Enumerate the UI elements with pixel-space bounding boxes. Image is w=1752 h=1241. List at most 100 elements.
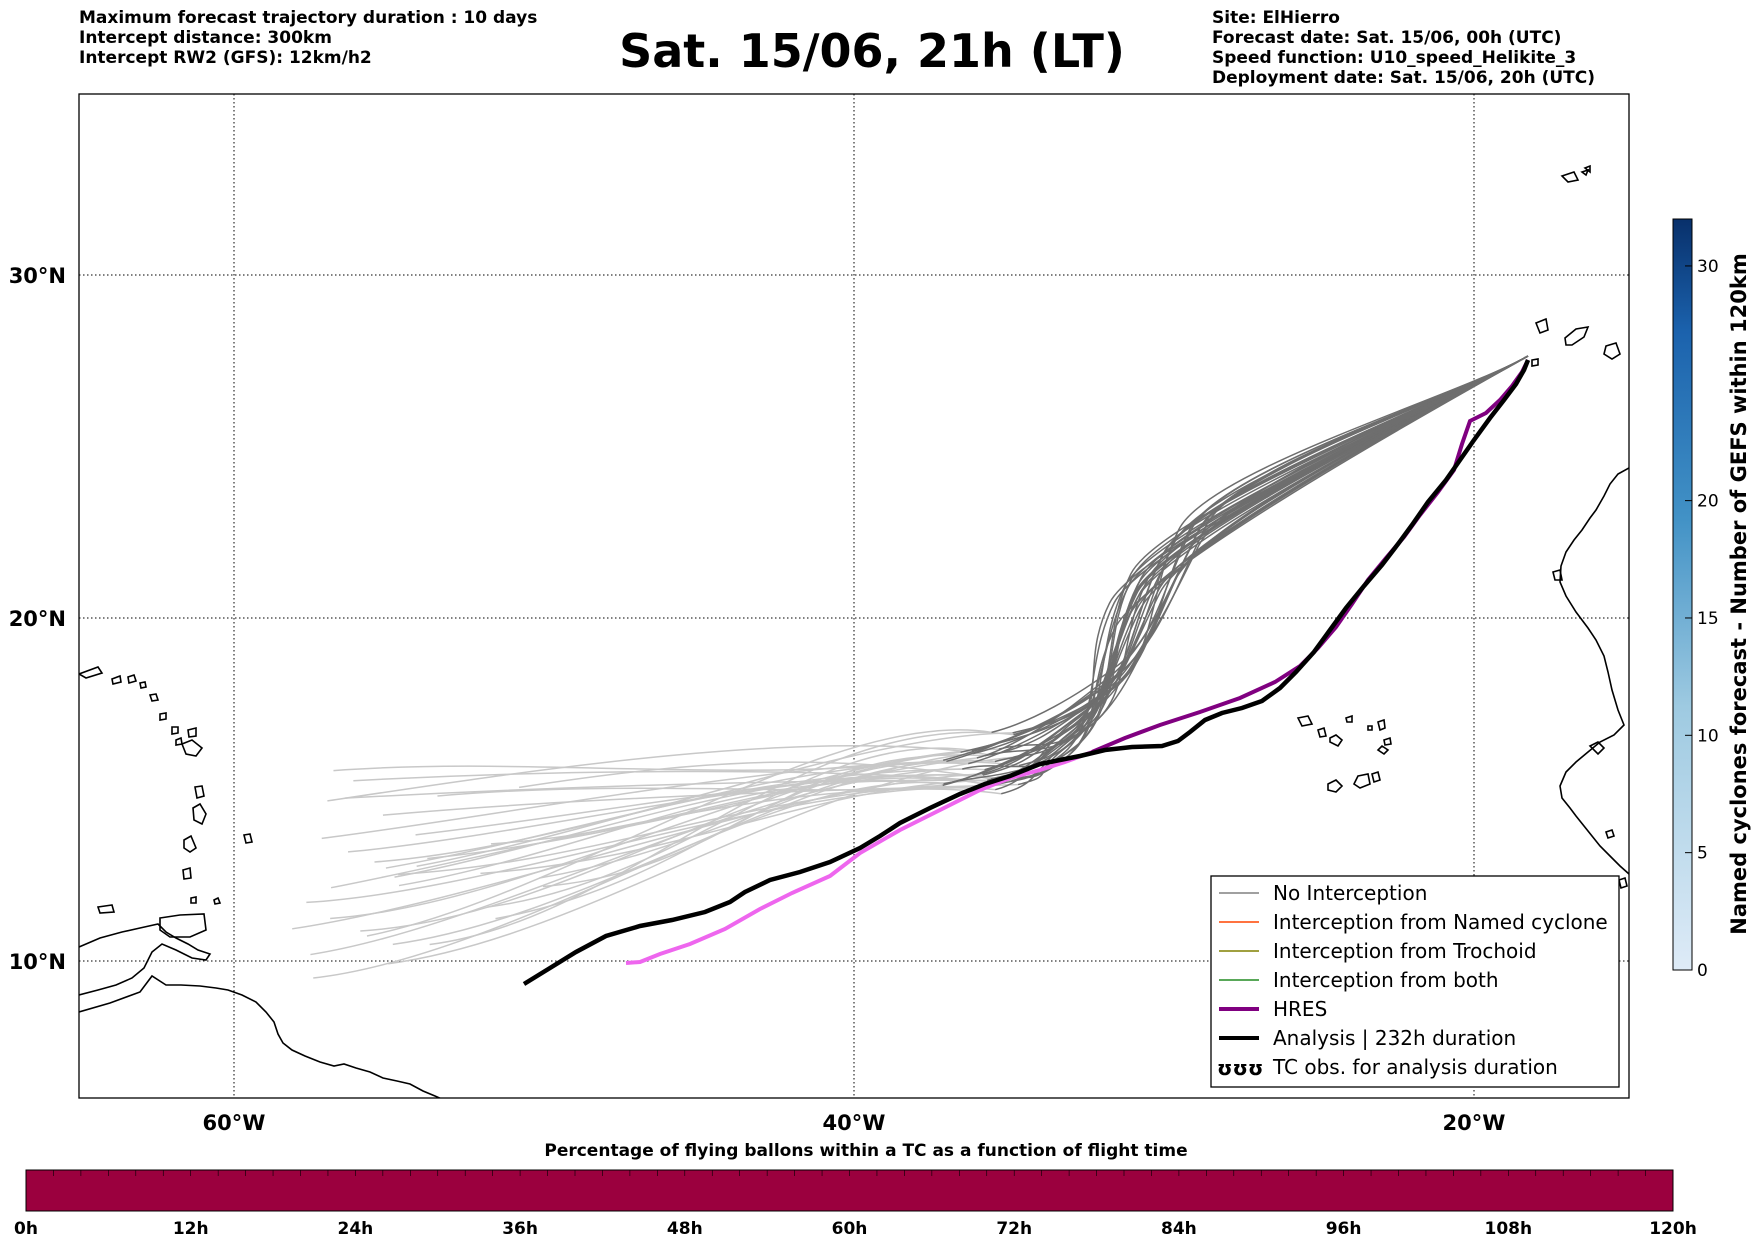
legend-label: Interception from Trochoid bbox=[1273, 939, 1537, 963]
colorbar-right-tick-label: 10 bbox=[1697, 726, 1719, 746]
cape-verde bbox=[1296, 714, 1392, 793]
legend-label: Interception from both bbox=[1273, 968, 1499, 992]
header-left: Maximum forecast trajectory duration : 1… bbox=[79, 8, 537, 68]
south-america-coast bbox=[79, 974, 442, 1098]
colorbar-bottom-bar bbox=[25, 1169, 1674, 1212]
trajectory-late bbox=[995, 355, 1529, 791]
legend-box bbox=[1210, 875, 1620, 1088]
colorbar-bottom-tick-label: 72h bbox=[996, 1219, 1032, 1239]
longitude-labels: 60°W 40°W 20°W bbox=[203, 1111, 1506, 1135]
lat-tick-label: 20°N bbox=[9, 607, 66, 631]
trajectory-early bbox=[330, 748, 999, 920]
martinique bbox=[192, 802, 207, 826]
trajectory-early bbox=[306, 787, 996, 904]
site-text: Site: ElHierro bbox=[1212, 8, 1340, 28]
lon-tick-label: 20°W bbox=[1443, 1111, 1506, 1135]
barbados bbox=[243, 833, 253, 844]
coastlines bbox=[79, 164, 1629, 1098]
colorbar-bottom-tick-label: 12h bbox=[173, 1219, 209, 1239]
colorbar-bottom: Percentage of flying ballons within a TC… bbox=[14, 1141, 1697, 1239]
tobago bbox=[213, 896, 222, 905]
trajectory-late bbox=[942, 355, 1529, 761]
lat-tick-label: 30°N bbox=[9, 264, 66, 288]
trajectory-early bbox=[398, 780, 944, 887]
trajectory-early bbox=[360, 751, 961, 932]
legend-label: Analysis | 232h duration bbox=[1273, 1026, 1516, 1050]
trajectory-early bbox=[415, 774, 984, 836]
legend-label: Interception from Named cyclone bbox=[1273, 910, 1608, 934]
speed-function-text: Speed function: U10_speed_Helikite_3 bbox=[1212, 48, 1577, 68]
trajectory-early bbox=[388, 756, 1014, 965]
trinidad bbox=[159, 913, 207, 938]
map-frame bbox=[78, 93, 1630, 1099]
colorbar-right-tick-label: 15 bbox=[1697, 609, 1719, 629]
trajectory-early bbox=[429, 731, 1014, 946]
trajectory-early bbox=[321, 761, 1020, 840]
trajectory-early bbox=[366, 729, 992, 937]
trajectory-late bbox=[1012, 355, 1529, 734]
trajectory-early bbox=[327, 744, 992, 802]
puerto-rico bbox=[79, 666, 104, 679]
venezuela-coast bbox=[79, 923, 212, 996]
colorbar-bottom-tick-label: 48h bbox=[667, 1219, 703, 1239]
map-title: Sat. 15/06, 21h (LT) bbox=[0, 24, 1752, 78]
curacao bbox=[96, 904, 116, 914]
madeira bbox=[1560, 164, 1591, 183]
colorbar-right-tick-label: 0 bbox=[1697, 961, 1708, 981]
forecast-date-text: Forecast date: Sat. 15/06, 00h (UTC) bbox=[1212, 28, 1562, 48]
grenada bbox=[190, 896, 197, 904]
guadeloupe bbox=[180, 739, 204, 757]
trajectory-early bbox=[495, 760, 947, 920]
st-vincent bbox=[182, 866, 192, 880]
lon-tick-label: 60°W bbox=[203, 1111, 266, 1135]
canary-islands bbox=[1531, 317, 1621, 367]
analysis-track bbox=[522, 359, 1531, 986]
legend-label: HRES bbox=[1273, 997, 1327, 1021]
colorbar-bottom-title: Percentage of flying ballons within a TC… bbox=[544, 1141, 1187, 1161]
trajectory-late bbox=[982, 355, 1529, 776]
dominica bbox=[194, 785, 205, 800]
colorbar-right-tick-label: 5 bbox=[1697, 844, 1708, 864]
trajectories-no-interception bbox=[942, 355, 1529, 795]
colorbar-bottom-tick-label: 36h bbox=[502, 1219, 538, 1239]
trajectory-late bbox=[986, 355, 1529, 782]
colorbar-bottom-tick-label: 96h bbox=[1326, 1219, 1362, 1239]
colorbar-right-tick-label: 20 bbox=[1697, 492, 1719, 512]
colorbar-bottom-tick-label: 108h bbox=[1485, 1219, 1533, 1239]
trajectory-late bbox=[991, 355, 1529, 756]
header-right: Site: ElHierro Forecast date: Sat. 15/06… bbox=[1212, 8, 1595, 88]
intercept-distance-text: Intercept distance: 300km bbox=[79, 28, 332, 48]
trajectory-early bbox=[416, 732, 1013, 868]
colorbar-right-label: Named cyclones forecast - Number of GEFS… bbox=[1727, 253, 1751, 934]
colorbar-bottom-tick-label: 24h bbox=[338, 1219, 374, 1239]
trajectory-early bbox=[427, 757, 977, 860]
trajectory-early bbox=[333, 759, 944, 772]
legend-label: TC obs. for analysis duration bbox=[1272, 1055, 1558, 1079]
colorbar-bottom-tick-label: 120h bbox=[1649, 1219, 1697, 1239]
trajectory-late bbox=[946, 355, 1529, 763]
deployment-date-text: Deployment date: Sat. 15/06, 20h (UTC) bbox=[1212, 68, 1596, 88]
trajectory-early bbox=[353, 770, 993, 783]
leeward-islands bbox=[127, 673, 183, 746]
trajectory-late bbox=[992, 355, 1529, 783]
trajectory-early bbox=[480, 779, 993, 875]
st-lucia bbox=[183, 834, 197, 853]
colorbar-right-tick-label: 30 bbox=[1697, 257, 1719, 277]
legend-symbol-tc-obs: ʊʊʊ bbox=[1217, 1056, 1263, 1080]
latitude-labels: 30°N 20°N 10°N bbox=[9, 264, 66, 974]
hres-track-early bbox=[625, 750, 1093, 965]
colorbar-right: 0 5 10 15 20 30 Named cyclones forecast - Num… bbox=[1672, 218, 1751, 981]
trajectory-late bbox=[1018, 355, 1529, 767]
antigua bbox=[187, 726, 197, 738]
legend-label: No Interception bbox=[1273, 881, 1427, 905]
lat-tick-label: 10°N bbox=[9, 950, 66, 974]
trajectories-early-no-interception bbox=[292, 729, 1020, 979]
vi-islands bbox=[111, 674, 122, 685]
trajectory-early bbox=[310, 768, 985, 956]
africa-coast bbox=[1559, 467, 1629, 875]
africa-coast-detail bbox=[1552, 568, 1628, 890]
trajectory-early bbox=[487, 747, 972, 908]
map-title-text: Sat. 15/06, 21h (LT) bbox=[619, 24, 1125, 78]
lon-tick-label: 40°W bbox=[823, 1111, 886, 1135]
